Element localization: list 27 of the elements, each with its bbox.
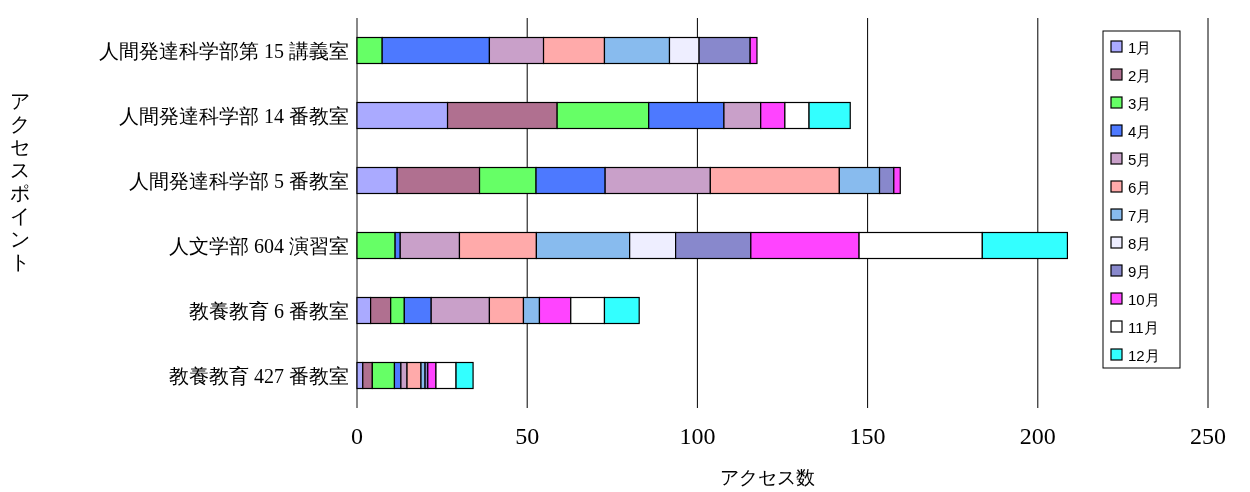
x-tick-label: 0 — [351, 423, 363, 449]
x-tick-label: 50 — [515, 423, 540, 449]
y-axis-title: アクセスポイント — [10, 90, 30, 273]
y-tick-label: 人間発達科学部 5 番教室 — [129, 169, 349, 192]
y-tick-label: 人間発達科学部第 15 講義室 — [99, 39, 349, 62]
y-tick-label: 教養教育 6 番教室 — [189, 299, 349, 322]
y-tick-label: 人間発達科学部 14 番教室 — [119, 104, 349, 127]
legend-label: 8月 — [1128, 235, 1152, 252]
legend-label: 9月 — [1128, 263, 1152, 280]
y-tick-label: 教養教育 427 番教室 — [169, 364, 349, 387]
legend-label: 10月 — [1128, 291, 1160, 308]
legend-label: 5月 — [1128, 151, 1152, 168]
x-tick-label: 100 — [679, 423, 716, 449]
x-axis-title: アクセス数 — [720, 467, 815, 488]
legend-label: 7月 — [1128, 207, 1152, 224]
legend-label: 11月 — [1128, 319, 1159, 336]
y-tick-label: 人文学部 604 演習室 — [169, 234, 349, 257]
x-tick-label: 200 — [1019, 423, 1056, 449]
legend-label: 3月 — [1128, 95, 1152, 112]
bar — [356, 231, 396, 260]
x-tick-label: 150 — [849, 423, 886, 449]
legend-label: 12月 — [1128, 347, 1160, 364]
legend-label: 4月 — [1128, 123, 1152, 140]
legend-label: 6月 — [1128, 179, 1152, 196]
legend-label: 2月 — [1128, 67, 1152, 84]
legend-label: 1月 — [1128, 39, 1152, 56]
x-tick-label: 250 — [1190, 423, 1226, 449]
